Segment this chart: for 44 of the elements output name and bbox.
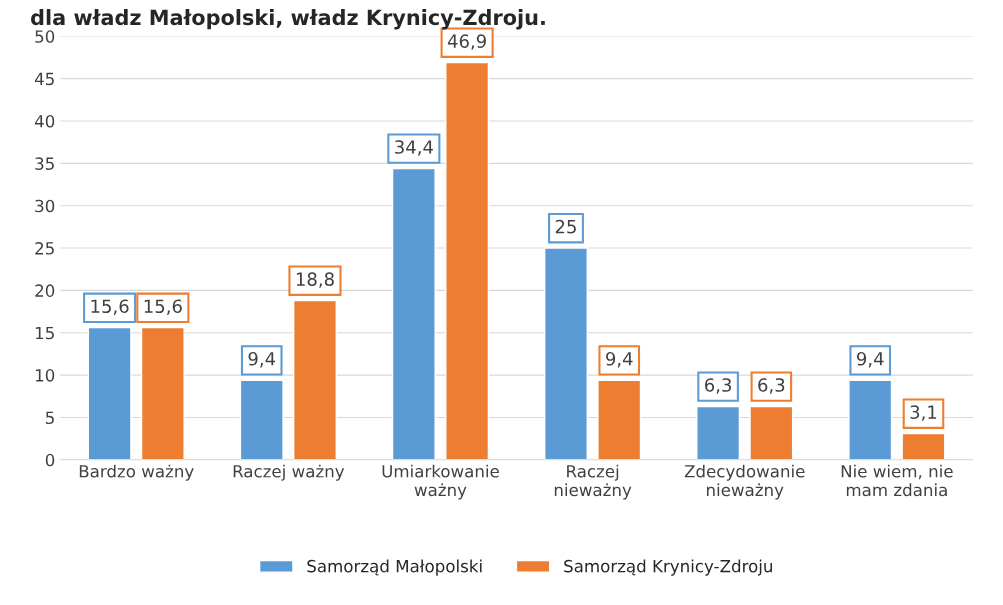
x-tick-label: Raczej ważny bbox=[233, 464, 345, 481]
bar bbox=[543, 247, 588, 460]
data-label: 15,6 bbox=[144, 299, 182, 315]
bar bbox=[391, 167, 436, 460]
y-tick-label: 0 bbox=[45, 453, 55, 467]
legend-label: Samorząd Krynicy-Zdroju bbox=[564, 559, 772, 576]
bar bbox=[445, 61, 490, 460]
data-label: 46,9 bbox=[447, 34, 486, 50]
x-tick-label: Raczej nieważny bbox=[554, 464, 632, 500]
data-label: 6,3 bbox=[705, 378, 732, 394]
data-label: 34,4 bbox=[395, 140, 433, 156]
y-tick-label: 20 bbox=[35, 284, 55, 297]
data-label: 3,1 bbox=[910, 405, 937, 421]
bar bbox=[901, 432, 946, 460]
data-label: 15,6 bbox=[91, 299, 129, 315]
bar bbox=[140, 326, 185, 460]
y-tick-label: 30 bbox=[35, 199, 55, 213]
y-tick-label: 10 bbox=[35, 369, 55, 382]
bar bbox=[239, 379, 284, 460]
legend-label: Samorząd Małopolski bbox=[307, 559, 482, 576]
data-label: 25 bbox=[555, 219, 576, 234]
bar bbox=[848, 379, 893, 460]
y-tick-label: 45 bbox=[34, 72, 54, 86]
y-tick-label: 25 bbox=[35, 242, 54, 255]
data-label: 6,3 bbox=[758, 378, 785, 394]
y-tick-label: 50 bbox=[35, 30, 55, 43]
y-tick-label: 5 bbox=[46, 411, 54, 425]
y-tick-label: 15 bbox=[35, 326, 54, 340]
bar bbox=[87, 326, 132, 460]
x-tick-label: Zdecydowanie nieważny bbox=[684, 464, 805, 500]
y-tick-label: 35 bbox=[35, 157, 54, 170]
x-tick-label: Bardzo ważny bbox=[79, 464, 194, 481]
y-tick-label: 40 bbox=[34, 114, 55, 128]
x-tick-label: Umiarkowanie ważny bbox=[382, 464, 499, 500]
data-label: 18,8 bbox=[296, 272, 334, 288]
data-label: 9,4 bbox=[248, 351, 276, 368]
bar bbox=[696, 405, 741, 460]
bar bbox=[292, 299, 337, 460]
bar bbox=[597, 379, 642, 460]
bar bbox=[749, 405, 794, 460]
data-label: 9,4 bbox=[606, 351, 633, 368]
data-label: 9,4 bbox=[857, 351, 884, 368]
chart-title: dla władz Małopolski, władz Krynicy-Zdroju. bbox=[31, 9, 545, 30]
x-tick-label: Nie wiem, nie mam zdania bbox=[841, 464, 953, 497]
